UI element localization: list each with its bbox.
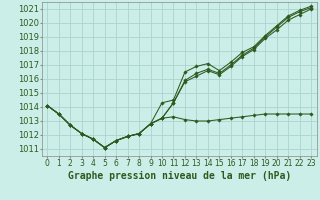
X-axis label: Graphe pression niveau de la mer (hPa): Graphe pression niveau de la mer (hPa) bbox=[68, 171, 291, 181]
